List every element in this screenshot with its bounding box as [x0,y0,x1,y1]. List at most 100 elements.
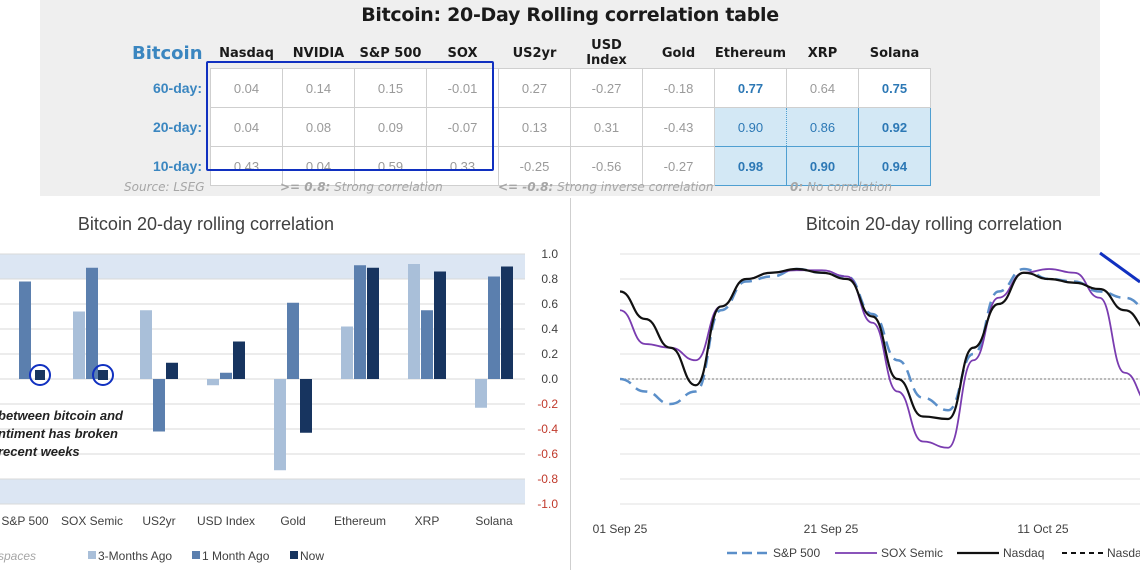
table-cell: 0.04 [282,146,355,186]
table-cell: 0.92 [858,107,931,147]
legend-label: Nasdaq [1003,546,1044,560]
table-cell: 0.94 [858,146,931,186]
annotation-arrow [1099,251,1140,284]
series-line-nasdaq [619,267,1140,421]
bar-3-months-ago [341,326,353,379]
bar-3-months-ago [73,311,85,379]
column-header: SOX [447,45,478,61]
table-cell: 0.75 [858,68,931,108]
table-cell: 0.59 [354,146,427,186]
table-row: 10-day: 0.43 0.04 0.59 0.33 -0.25 -0.56 … [132,146,931,186]
legend-none: 0: No correlation [790,180,892,194]
panel-divider [570,198,571,570]
legend-label: Now [300,549,324,563]
column-header: Gold [661,45,696,61]
bar-1-month-ago [19,281,31,379]
table-cell: 0.31 [570,107,643,147]
table-cell: -0.27 [570,68,643,108]
bar-chart: Bitcoin 20-day rolling correlation 1.0 0.… [0,214,558,563]
legend-none-text: No correlation [806,180,892,194]
chart-annotation: between bitcoin and [0,408,124,423]
bar-1-month-ago [86,267,98,379]
table-header-row: Bitcoin Nasdaq NVIDIA S&P 500 SOX US2yr … [132,38,931,69]
y-tick-label: -0.8 [537,472,558,486]
row-label: 20-day: [152,119,202,135]
line-chart-title: Bitcoin 20-day rolling correlation [806,214,1062,234]
bar-3-months-ago [408,264,420,379]
x-tick-label: 11 Oct 25 [1017,522,1068,536]
highlight-circle [29,364,51,386]
bar-now [367,267,379,379]
bar-now [166,362,178,379]
column-header: XRP [807,45,838,61]
bar-1-month-ago [153,379,165,432]
table-cell: 0.86 [786,107,859,147]
legend-swatch [290,551,298,559]
column-header: Ethereum [714,45,787,61]
bar-1-month-ago [287,302,299,379]
correlation-table: Bitcoin Nasdaq NVIDIA S&P 500 SOX US2yr … [132,38,931,186]
table-cell: 0.08 [282,107,355,147]
table-cell: 0.64 [786,68,859,108]
x-tick-label: S&P 500 [1,514,48,528]
column-header: S&P 500 [359,45,422,61]
table-cell: 0.04 [210,107,283,147]
y-tick-label: -1.0 [537,497,558,511]
x-tick-label: US2yr [142,514,175,528]
table-cell: 0.90 [786,146,859,186]
bar-1-month-ago [488,276,500,379]
table-cell: 0.09 [354,107,427,147]
table-row: 60-day: 0.04 0.14 0.15 -0.01 0.27 -0.27 … [132,68,931,108]
bar-3-months-ago [140,310,152,379]
x-tick-label: 01 Sep 25 [593,522,648,536]
bar-chart-title: Bitcoin 20-day rolling correlation [78,214,334,234]
y-tick-label: -0.2 [537,397,558,411]
table-cell: -0.43 [642,107,715,147]
legend-strong-key: >= 0.8: [280,180,331,194]
table-cell: 0.27 [498,68,571,108]
row-label: 60-day: [152,80,202,96]
legend-strong: >= 0.8: Strong correlation [280,180,443,194]
table-cell: -0.25 [498,146,571,186]
bar-now [501,266,513,379]
highlight-box [206,61,494,171]
x-tick-label: XRP [415,514,440,528]
bar-chart-panel: Bitcoin 20-day rolling correlation 1.0 0.… [0,198,570,570]
strong-inverse-band [0,479,525,504]
x-tick-label: Ethereum [334,514,386,528]
y-tick-label: 0.0 [541,372,558,386]
table-cell: -0.07 [426,107,499,147]
correlation-table-panel: Bitcoin: 20-Day Rolling correlation tabl… [40,0,1100,196]
chart-annotation: ntiment has broken [0,426,118,441]
y-tick-label: 0.4 [541,322,558,336]
y-tick-label: -0.4 [537,422,558,436]
chart-annotation: recent weeks [0,444,80,459]
legend-label: 3-Months Ago [98,549,172,563]
series-line-sox-semic [619,268,1140,449]
legend-label: 1 Month Ago [202,549,270,563]
table-cell: -0.56 [570,146,643,186]
highlight-circle [92,364,114,386]
x-tick-label: SOX Semic [61,514,123,528]
legend-label: SOX Semic [881,546,943,560]
bar-now [434,271,446,379]
legend-none-key: 0: [790,180,804,194]
legend-inverse-key: <= -0.8: [498,180,554,194]
legend-inverse-text: Strong inverse correlation [557,180,714,194]
x-tick-label: 21 Sep 25 [804,522,859,536]
bar-now [300,379,312,433]
table-cell: 0.04 [210,68,283,108]
table-cell: 0.98 [714,146,787,186]
table-row: 20-day: 0.04 0.08 0.09 -0.07 0.13 0.31 -… [132,107,931,147]
legend-swatch [88,551,96,559]
y-tick-label: 0.2 [541,347,558,361]
bar-now [233,341,245,379]
x-tick-label: Solana [475,514,513,528]
column-header: NVIDIA [292,45,345,61]
legend-label: S&P 500 [773,546,820,560]
table-cell: -0.01 [426,68,499,108]
row-label: 10-day: [152,158,202,174]
legend-inverse: <= -0.8: Strong inverse correlation [498,180,713,194]
bar-now-marker [98,370,108,380]
column-header: USD Index [586,38,627,68]
